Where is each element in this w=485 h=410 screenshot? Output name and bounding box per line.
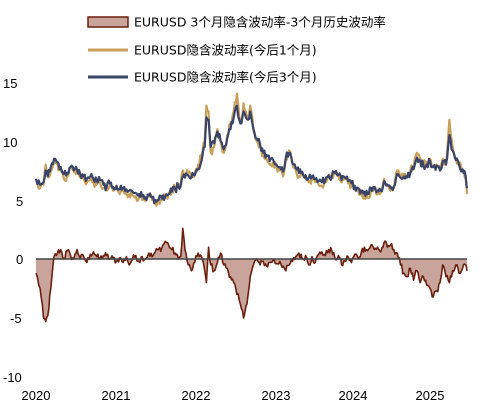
y-tick-label: -5	[10, 311, 22, 326]
y-tick-label: 0	[16, 252, 23, 267]
legend: EURUSD 3个月隐含波动率-3个月历史波动率 EURUSD隐含波动率(今后1…	[87, 15, 386, 85]
legend-swatch-spread	[87, 16, 129, 28]
legend-label-spread: EURUSD 3个月隐含波动率-3个月历史波动率	[134, 15, 386, 30]
implied-vol-1m-line	[35, 92, 469, 207]
x-tick-label: 2023	[262, 388, 291, 403]
y-tick-label: 5	[16, 194, 23, 209]
legend-label-3m: EURUSD隐含波动率(今后3个月)	[134, 70, 317, 85]
y-tick-label: -10	[3, 370, 22, 385]
y-axis: 15 10 5 0 -5 -10	[3, 76, 23, 385]
x-tick-label: 2024	[339, 388, 368, 403]
x-tick-label: 2020	[22, 388, 51, 403]
implied-vol-3m-line	[34, 104, 469, 205]
y-tick-label: 15	[3, 76, 17, 91]
spread-series-line	[35, 227, 468, 323]
x-axis: 2020 2021 2022 2023 2024 2025	[22, 388, 445, 403]
y-tick-label: 10	[3, 135, 17, 150]
series-layer	[34, 92, 469, 323]
x-tick-label: 2025	[416, 388, 445, 403]
legend-label-1m: EURUSD隐含波动率(今后1个月)	[134, 43, 317, 58]
x-tick-label: 2022	[182, 388, 211, 403]
x-tick-label: 2021	[102, 388, 131, 403]
